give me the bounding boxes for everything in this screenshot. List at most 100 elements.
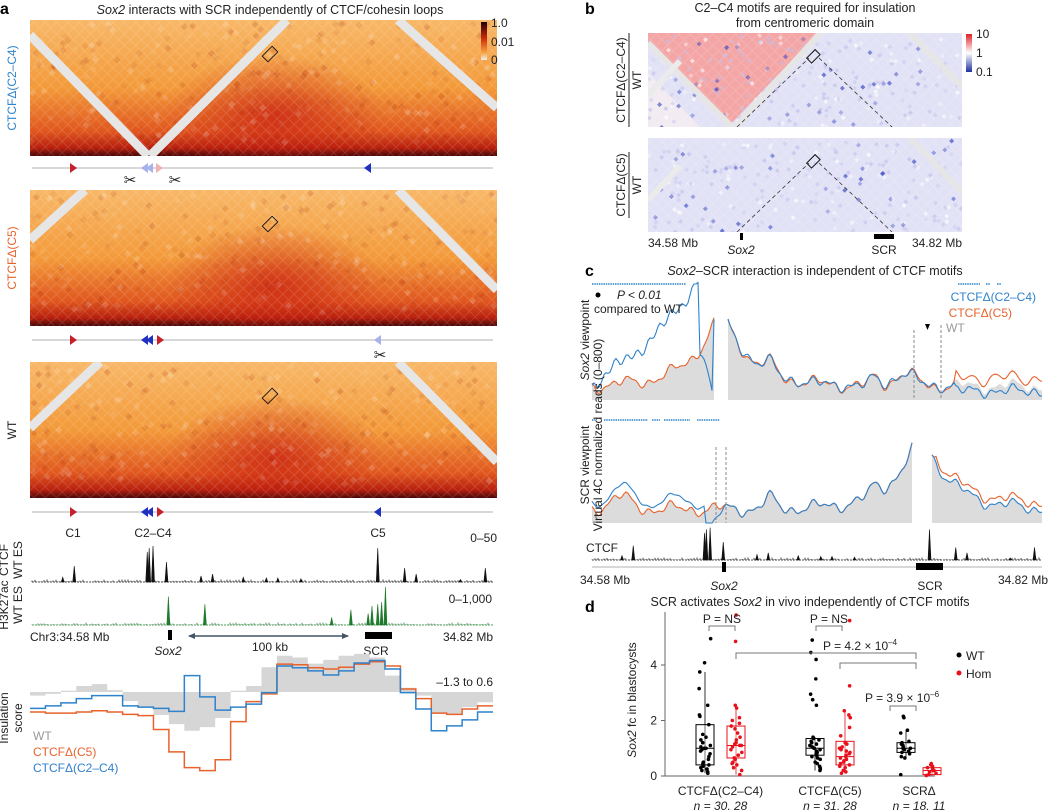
- group-n-label: n = 30, 28: [694, 799, 748, 810]
- data-point: [814, 677, 818, 681]
- svg-text:WT: WT: [630, 175, 644, 194]
- data-point: [930, 764, 935, 769]
- track-peak: [210, 573, 215, 583]
- motif-reverse-icon: [141, 163, 148, 173]
- data-point: [808, 692, 813, 696]
- data-point: [737, 721, 742, 726]
- masked-stripe: [648, 58, 683, 98]
- data-point: [847, 752, 852, 756]
- track-peak: [483, 567, 488, 583]
- motif-reverse-icon: [146, 335, 153, 345]
- hic-map: [30, 20, 497, 156]
- data-point: [708, 752, 712, 756]
- data-point: [905, 728, 910, 733]
- data-point: [818, 768, 822, 773]
- data-point: [817, 738, 821, 742]
- b-scr-element: [874, 234, 894, 239]
- pvalue-label: P = NS: [703, 612, 741, 626]
- data-point: [847, 763, 852, 767]
- masked-stripe: [30, 190, 89, 244]
- data-point: [810, 754, 814, 759]
- data-point: [738, 772, 742, 777]
- legend-hom-dot: [956, 670, 962, 676]
- masked-stripe: [648, 40, 737, 127]
- data-point: [734, 706, 739, 710]
- track-peak: [375, 547, 380, 583]
- b-sox2-label: Sox2: [727, 243, 755, 257]
- track-peak: [329, 617, 334, 626]
- motif-row: ✂: [32, 335, 493, 364]
- motif-forward-icon: [157, 335, 164, 345]
- motif-row: ✂ ✂: [32, 163, 493, 189]
- svg-text:WT: WT: [630, 70, 644, 89]
- hic-map: [30, 362, 497, 498]
- wt-signal-area: [592, 442, 1042, 523]
- data-point: [900, 750, 904, 755]
- data-point: [702, 660, 707, 665]
- data-point: [729, 747, 733, 752]
- track-peak: [414, 573, 419, 583]
- data-point: [810, 697, 815, 702]
- b-coord-left: 34.58 Mb: [648, 236, 698, 250]
- data-point: [704, 746, 708, 751]
- loop-box: [261, 387, 279, 405]
- significance-bracket: [815, 625, 843, 631]
- data-point: [739, 768, 744, 773]
- colorbar-b-tick: 0.1: [976, 65, 993, 79]
- masked-stripe: [395, 20, 497, 112]
- motif-forward-icon: [70, 335, 77, 345]
- data-point: [809, 740, 814, 745]
- data-point: [737, 743, 742, 748]
- scale-bar-100kb: 100 kb: [188, 633, 349, 654]
- data-point: [705, 703, 710, 708]
- c-coord-left: 34.58 Mb: [580, 573, 630, 587]
- data-point: [847, 725, 852, 730]
- track-peak: [166, 596, 171, 626]
- c-sox2-gene: [722, 562, 726, 572]
- data-point: [700, 732, 705, 737]
- data-point: [699, 765, 703, 770]
- motif-forward-icon: [70, 507, 77, 517]
- ratio-label-c2c4: CTCFΔ(C2–C4) WT: [614, 33, 644, 127]
- track-peak: [60, 576, 65, 583]
- panel-a-title: Sox2 interacts with SCR independently of…: [97, 3, 444, 17]
- data-point: [814, 742, 819, 746]
- track-peak: [151, 545, 155, 583]
- data-point: [898, 731, 903, 735]
- data-point: [810, 638, 815, 642]
- panel-b-label: b: [585, 1, 595, 18]
- data-point: [903, 756, 907, 760]
- masked-stripe: [394, 362, 497, 466]
- legend-c2c4: CTCFΔ(C2–C4): [33, 761, 118, 775]
- c-viewpoint2-label: SCR viewpoint: [578, 425, 592, 504]
- scissors-icon: ✂: [169, 172, 182, 189]
- track-peak: [349, 609, 353, 626]
- data-point: [812, 746, 817, 751]
- data-point: [733, 742, 737, 746]
- ratio-maps: [648, 33, 962, 232]
- scissors-icon: ✂: [124, 172, 137, 189]
- y-tick-label: 4: [650, 658, 657, 672]
- wt-signal-area: [592, 317, 1042, 400]
- h3k27ac-track-label: H3K27ac: [0, 580, 11, 629]
- colorbar-a-tick: 0.01: [491, 35, 515, 49]
- loop-box: [261, 45, 279, 63]
- c-scr-element: [916, 563, 943, 570]
- data-point: [730, 761, 734, 766]
- data-point: [931, 768, 935, 773]
- masked-stripe: [30, 362, 104, 432]
- pvalue-label: P = NS: [810, 612, 848, 626]
- hic-maps: [30, 20, 497, 498]
- data-point: [839, 771, 844, 776]
- data-point: [706, 771, 710, 776]
- data-point: [740, 750, 744, 755]
- motif-reverse-icon: [374, 335, 381, 345]
- data-point: [733, 727, 737, 731]
- hic-map: [30, 190, 497, 326]
- track-peak: [796, 554, 801, 561]
- track-peak: [199, 575, 203, 583]
- track-peak: [370, 605, 374, 626]
- data-point: [815, 761, 820, 766]
- data-point: [925, 765, 930, 770]
